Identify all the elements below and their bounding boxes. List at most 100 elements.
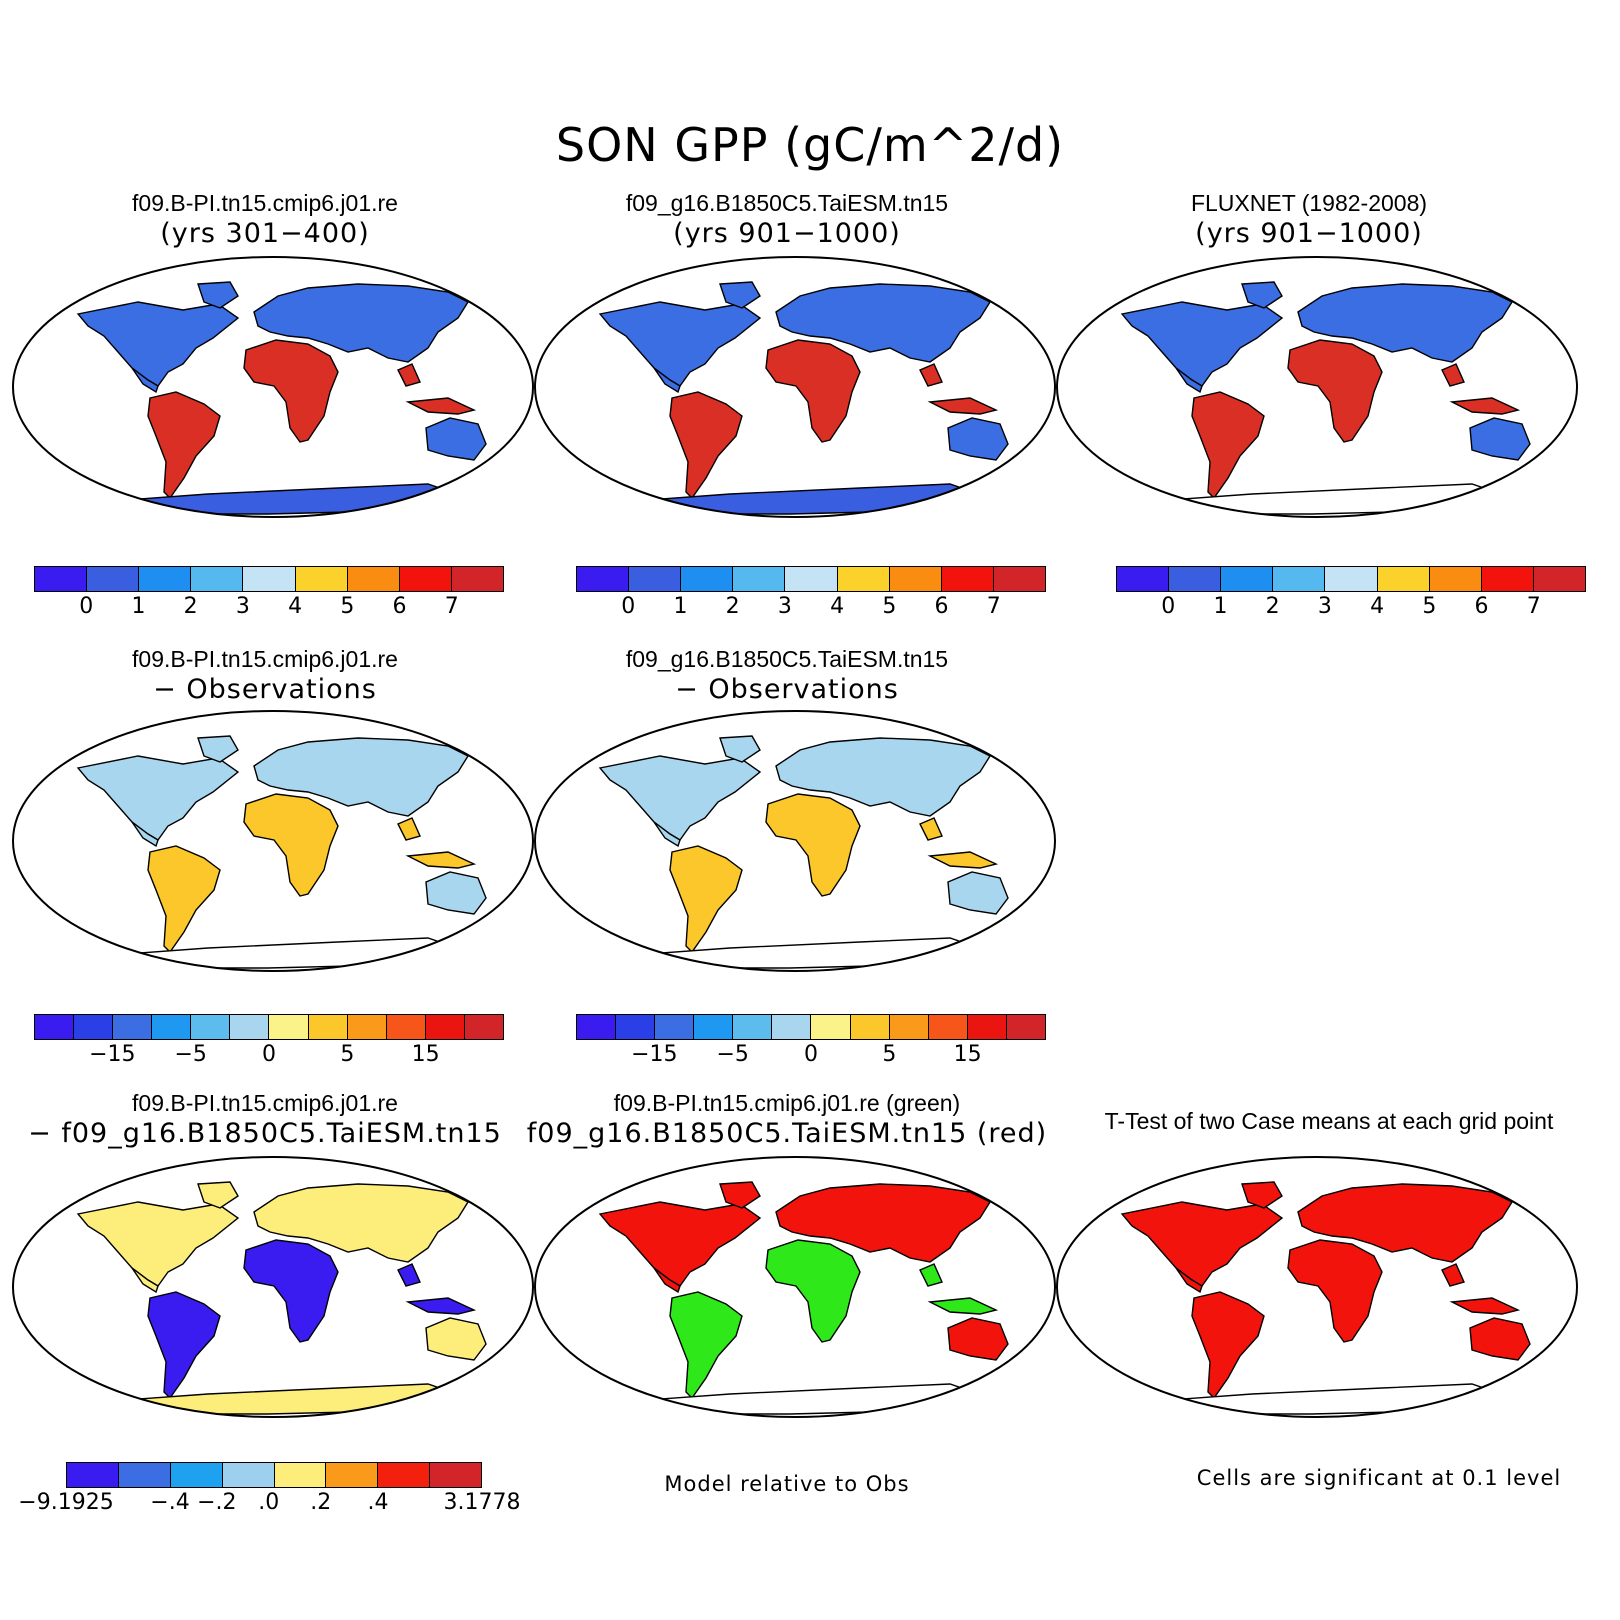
colorbar-swatch bbox=[67, 1463, 119, 1487]
colorbar-tick-label: −5 bbox=[174, 1042, 207, 1067]
colorbar-tick-label: 6 bbox=[1474, 594, 1489, 619]
colorbar-tick-label: 2 bbox=[1265, 594, 1280, 619]
colorbar-tick-label: 3 bbox=[1317, 594, 1332, 619]
continent-indo bbox=[927, 1297, 999, 1315]
continent-af bbox=[765, 793, 861, 897]
continent-indo bbox=[927, 397, 999, 415]
colorbar-swatch bbox=[274, 1463, 327, 1487]
colorbar-tick-label: 1 bbox=[1213, 594, 1228, 619]
colorbar-swatch bbox=[152, 1015, 192, 1039]
colorbar-diff bbox=[576, 1014, 1046, 1040]
continent-au bbox=[947, 417, 1009, 461]
colorbar-tick-label: −.2 bbox=[197, 1490, 237, 1515]
colorbar-swatch bbox=[347, 1015, 387, 1039]
colorbar-tick-label: 0 bbox=[1161, 594, 1176, 619]
continent-green bbox=[1241, 281, 1283, 309]
continent-ca bbox=[653, 1267, 681, 1294]
colorbar-tick-label: 2 bbox=[725, 594, 740, 619]
continent-au bbox=[947, 1317, 1009, 1361]
continent-indo bbox=[405, 851, 477, 869]
map-frame bbox=[1056, 1156, 1578, 1418]
colorbar-swatch bbox=[1325, 567, 1378, 591]
panel-case1-minus-obs: f09.B-PI.tn15.cmip6.j01.re − Observation… bbox=[0, 646, 534, 1006]
colorbar-swatch bbox=[941, 567, 994, 591]
continent-sa bbox=[147, 845, 221, 954]
figure-title: SON GPP (gC/m^2/d) bbox=[555, 118, 1065, 172]
significance-note: Cells are significant at 0.1 level bbox=[1196, 1466, 1562, 1490]
map-frame bbox=[12, 256, 534, 518]
continent-sea bbox=[1441, 1263, 1465, 1287]
panel-case2-gpp: f09_g16.B1850C5.TaiESM.tn15 (yrs 901−100… bbox=[522, 190, 1056, 610]
world-map bbox=[534, 1156, 1056, 1418]
colorbar-tick-label: 4 bbox=[288, 594, 303, 619]
panel-subtitle: (yrs 301−400) bbox=[160, 218, 370, 249]
colorbar-swatch bbox=[1377, 567, 1430, 591]
colorbar-swatch bbox=[655, 1015, 695, 1039]
continent-indo bbox=[405, 397, 477, 415]
colorbar-tick-label: −.4 bbox=[150, 1490, 190, 1515]
colorbar-swatch bbox=[451, 567, 503, 591]
colorbar-swatch bbox=[889, 1015, 929, 1039]
colorbar-swatch bbox=[1169, 567, 1222, 591]
colorbar-swatch bbox=[35, 1015, 75, 1039]
continent-eu bbox=[253, 1183, 470, 1263]
map-frame bbox=[534, 1156, 1056, 1418]
colorbar-swatch bbox=[430, 1463, 481, 1487]
colorbar-swatch bbox=[113, 1015, 153, 1039]
land-layer bbox=[598, 281, 1009, 515]
colorbar-diff bbox=[34, 1014, 504, 1040]
continent-af bbox=[243, 793, 339, 897]
panel-title: f09_g16.B1850C5.TaiESM.tn15 bbox=[625, 190, 949, 216]
continent-eu bbox=[253, 283, 470, 363]
map-frame bbox=[12, 1156, 534, 1418]
colorbar-tick-label: 5 bbox=[340, 1042, 355, 1067]
colorbar-swatch bbox=[378, 1463, 431, 1487]
continent-au bbox=[947, 871, 1009, 915]
panel-subtitle: − Observations bbox=[675, 674, 899, 705]
map-frame bbox=[534, 710, 1056, 972]
colorbar-swatch bbox=[928, 1015, 968, 1039]
colorbar-tick-label: .0 bbox=[258, 1490, 280, 1515]
world-map bbox=[1056, 1156, 1578, 1418]
continent-sea bbox=[397, 1263, 421, 1287]
colorbar-swatch bbox=[616, 1015, 656, 1039]
continent-af bbox=[1287, 339, 1383, 443]
colorbar-abs-ticks: 0 1 2 3 4 5 6 7 bbox=[576, 594, 1046, 624]
colorbar-swatch bbox=[577, 1015, 617, 1039]
colorbar-swatch bbox=[295, 567, 348, 591]
colorbar-swatch bbox=[347, 567, 400, 591]
colorbar-swatch bbox=[191, 1015, 231, 1039]
colorbar-abs-ticks: 0 1 2 3 4 5 6 7 bbox=[1116, 594, 1586, 624]
colorbar-swatch bbox=[170, 1463, 223, 1487]
continent-eu bbox=[775, 283, 992, 363]
colorbar-tick-label: 0 bbox=[804, 1042, 818, 1067]
colorbar-swatch bbox=[889, 567, 942, 591]
colorbar-swatch bbox=[399, 567, 452, 591]
colorbar-tick-label: 5 bbox=[882, 1042, 897, 1067]
panel-case1-gpp: f09.B-PI.tn15.cmip6.j01.re (yrs 301−400) bbox=[0, 190, 534, 610]
colorbar-swatch bbox=[811, 1015, 851, 1039]
continent-au bbox=[425, 871, 487, 915]
continent-eu bbox=[1297, 1183, 1514, 1263]
map-frame bbox=[12, 710, 534, 972]
continent-na bbox=[1120, 301, 1284, 387]
colorbar-tick-label: .4 bbox=[367, 1490, 389, 1515]
relative-note: Model relative to Obs bbox=[664, 1472, 910, 1496]
panel-title: T-Test of two Case means at each grid po… bbox=[1104, 1108, 1554, 1134]
continent-af bbox=[243, 1239, 339, 1343]
continent-au bbox=[425, 1317, 487, 1361]
continent-indo bbox=[1449, 397, 1521, 415]
continent-na bbox=[598, 1201, 762, 1287]
colorbar-swatch bbox=[1533, 567, 1585, 591]
continent-au bbox=[1469, 1317, 1531, 1361]
continent-sea bbox=[919, 1263, 943, 1287]
colorbar-tick-label: 3 bbox=[777, 594, 792, 619]
land-layer bbox=[1120, 1181, 1531, 1415]
colorbar-swatch bbox=[694, 1015, 734, 1039]
colorbar-swatch bbox=[1117, 567, 1170, 591]
panel-title: f09.B-PI.tn15.cmip6.j01.re (green) bbox=[613, 1090, 961, 1116]
colorbar-tick-label: 6 bbox=[392, 594, 407, 619]
continent-ca bbox=[131, 367, 159, 394]
continent-af bbox=[765, 339, 861, 443]
continent-ca bbox=[653, 821, 681, 848]
